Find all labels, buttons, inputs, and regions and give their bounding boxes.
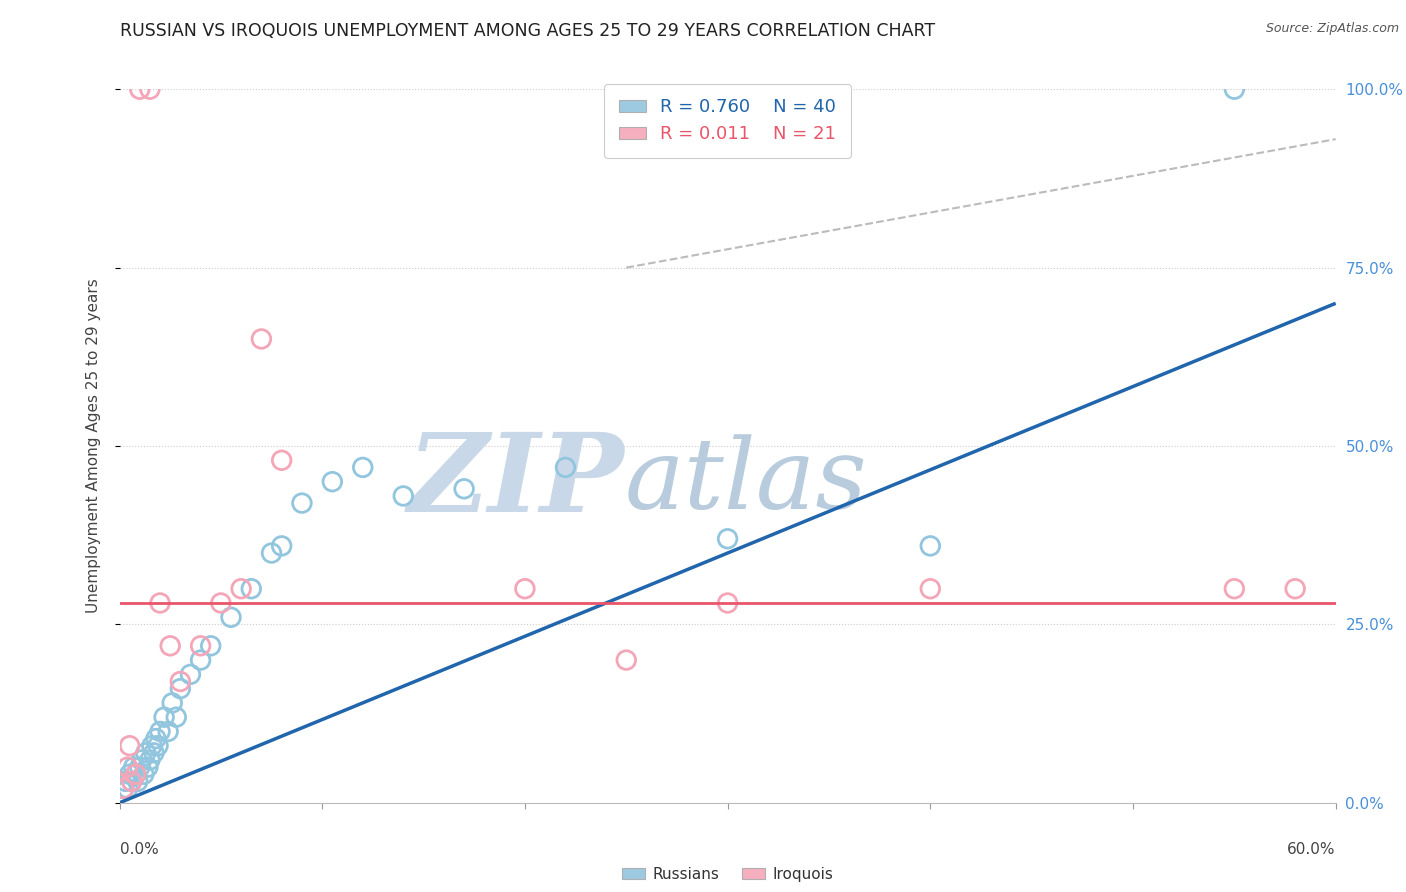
Point xyxy=(121,774,143,789)
Text: 0.0%: 0.0% xyxy=(120,842,159,857)
Point xyxy=(117,760,139,774)
Point xyxy=(157,724,180,739)
Point xyxy=(250,332,273,346)
Point xyxy=(554,460,576,475)
Point xyxy=(141,739,163,753)
Point xyxy=(127,774,149,789)
Point xyxy=(114,774,136,789)
Point xyxy=(160,696,183,710)
Text: Source: ZipAtlas.com: Source: ZipAtlas.com xyxy=(1265,22,1399,36)
Text: RUSSIAN VS IROQUOIS UNEMPLOYMENT AMONG AGES 25 TO 29 YEARS CORRELATION CHART: RUSSIAN VS IROQUOIS UNEMPLOYMENT AMONG A… xyxy=(120,22,935,40)
Point xyxy=(190,639,212,653)
Point xyxy=(1223,582,1246,596)
Point xyxy=(270,453,292,467)
Point xyxy=(165,710,187,724)
Point xyxy=(143,746,166,760)
Text: 60.0%: 60.0% xyxy=(1288,842,1336,857)
Point xyxy=(117,781,139,796)
Point xyxy=(136,760,159,774)
Point xyxy=(1284,582,1306,596)
Point xyxy=(179,667,201,681)
Point xyxy=(717,532,740,546)
Point xyxy=(139,82,162,96)
Point xyxy=(614,653,637,667)
Point xyxy=(190,653,212,667)
Point xyxy=(352,460,374,475)
Point xyxy=(920,582,942,596)
Point xyxy=(209,596,232,610)
Point xyxy=(112,781,135,796)
Text: ZIP: ZIP xyxy=(408,428,624,535)
Point xyxy=(513,582,536,596)
Point xyxy=(122,760,145,774)
Point xyxy=(128,82,150,96)
Point xyxy=(717,596,740,610)
Point xyxy=(139,753,162,767)
Point xyxy=(159,639,181,653)
Y-axis label: Unemployment Among Ages 25 to 29 years: Unemployment Among Ages 25 to 29 years xyxy=(86,278,101,614)
Point xyxy=(118,739,141,753)
Point xyxy=(169,681,191,696)
Point xyxy=(240,582,263,596)
Point xyxy=(128,760,150,774)
Point xyxy=(125,767,148,781)
Point xyxy=(153,710,176,724)
Point xyxy=(169,674,191,689)
Point xyxy=(270,539,292,553)
Point xyxy=(920,539,942,553)
Point xyxy=(132,767,155,781)
Point xyxy=(260,546,283,560)
Point xyxy=(453,482,475,496)
Point xyxy=(219,610,242,624)
Point xyxy=(392,489,415,503)
Point xyxy=(1223,82,1246,96)
Point xyxy=(149,596,172,610)
Point xyxy=(291,496,314,510)
Text: atlas: atlas xyxy=(624,434,868,529)
Point xyxy=(146,739,169,753)
Point xyxy=(131,753,153,767)
Point xyxy=(231,582,253,596)
Point xyxy=(118,767,141,781)
Legend: Russians, Iroquois: Russians, Iroquois xyxy=(616,861,839,888)
Point xyxy=(112,781,135,796)
Point xyxy=(125,767,148,781)
Point xyxy=(121,774,143,789)
Point xyxy=(200,639,222,653)
Point xyxy=(145,731,167,746)
Point xyxy=(321,475,343,489)
Point xyxy=(135,746,157,760)
Point xyxy=(149,724,172,739)
